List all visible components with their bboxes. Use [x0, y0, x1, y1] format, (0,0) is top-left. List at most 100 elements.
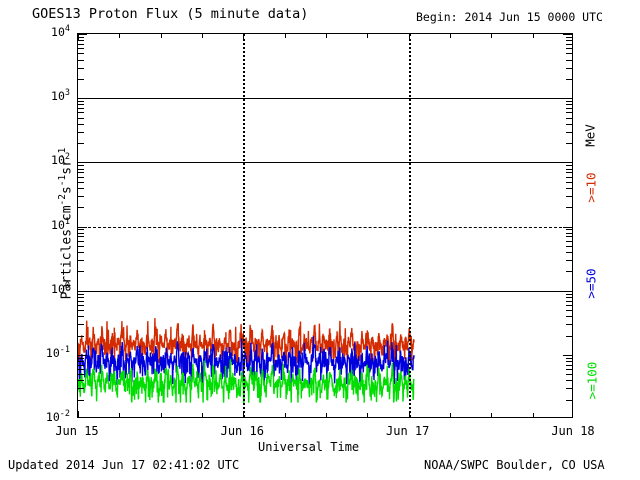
x-axis-tick	[243, 411, 245, 417]
y-axis-minor-tick	[566, 380, 572, 382]
x-axis-tick-label: Jun 16	[220, 424, 264, 438]
x-axis-minor-tick	[367, 34, 369, 38]
y-axis-minor-tick	[566, 252, 572, 253]
x-axis-tick-label: Jun 18	[551, 424, 595, 438]
y-axis-tick-label: 10-1	[45, 344, 70, 360]
y-axis-minor-tick	[78, 59, 84, 61]
x-axis-tick	[243, 34, 245, 40]
y-axis-minor-tick	[566, 240, 572, 242]
x-axis-minor-tick	[284, 34, 286, 38]
y-axis-tick-label: 102	[51, 152, 70, 168]
x-axis-minor-tick	[450, 413, 451, 417]
y-axis-minor-tick	[78, 399, 84, 401]
x-axis-minor-tick	[532, 34, 534, 38]
gridline-solid	[78, 290, 572, 292]
y-axis-tick-label: 101	[51, 216, 70, 232]
y-axis-minor-tick	[566, 112, 572, 114]
x-axis-minor-tick	[202, 413, 203, 417]
y-axis-minor-tick	[78, 304, 84, 306]
y-axis-minor-tick	[566, 181, 572, 183]
y-axis-minor-tick	[566, 101, 572, 103]
series-line-ge100	[78, 359, 415, 404]
y-axis-minor-tick	[78, 357, 84, 359]
y-axis-minor-tick	[566, 296, 572, 298]
y-axis-minor-tick	[566, 53, 572, 55]
y-axis-minor-tick	[78, 369, 84, 371]
y-axis-tick	[78, 226, 87, 228]
plot-area	[77, 33, 573, 418]
y-axis-minor-tick	[566, 176, 572, 178]
y-axis-tick	[563, 98, 572, 100]
x-axis-tick	[408, 34, 410, 40]
y-axis-minor-tick	[78, 207, 84, 209]
y-axis-minor-tick	[566, 364, 572, 366]
x-axis-minor-tick	[284, 413, 286, 417]
y-axis-minor-tick	[566, 293, 572, 295]
source-credit: NOAA/SWPC Boulder, CO USA	[424, 458, 605, 472]
series-line-ge50	[78, 336, 415, 385]
y-axis-minor-tick	[78, 260, 84, 262]
day-divider	[243, 34, 246, 417]
page-title: GOES13 Proton Flux (5 minute data)	[32, 6, 309, 22]
legend-ge100: >=100	[584, 361, 600, 400]
y-axis-minor-tick	[78, 131, 84, 133]
x-axis-tick	[78, 411, 79, 417]
y-axis-minor-tick	[78, 252, 84, 253]
y-axis-minor-tick	[566, 271, 572, 273]
legend-ge50: >=50	[583, 268, 599, 299]
y-axis-minor-tick	[78, 364, 84, 366]
y-axis-minor-tick	[78, 232, 84, 234]
y-axis-minor-tick	[78, 229, 84, 231]
y-axis-minor-tick	[566, 304, 572, 306]
y-axis-minor-tick	[78, 53, 84, 55]
x-axis-minor-tick	[160, 34, 162, 38]
y-axis-minor-tick	[78, 310, 84, 311]
y-axis-minor-tick	[566, 388, 572, 390]
y-axis-minor-tick	[566, 131, 572, 133]
y-axis-minor-tick	[566, 117, 572, 119]
legend-ge10: >=10	[583, 172, 599, 203]
y-axis-minor-tick	[566, 108, 572, 110]
y-axis-minor-tick	[566, 172, 572, 174]
y-axis-minor-tick	[78, 195, 84, 197]
y-axis-minor-tick	[566, 310, 572, 311]
x-axis-tick	[78, 34, 79, 40]
gridline-dashed	[78, 226, 572, 228]
y-axis-tick-label: 100	[51, 280, 70, 296]
x-axis-minor-tick	[119, 413, 121, 417]
y-axis-minor-tick	[78, 168, 84, 170]
x-axis-minor-tick	[160, 413, 162, 417]
y-axis-minor-tick	[78, 293, 84, 295]
y-axis-minor-tick	[566, 357, 572, 359]
y-axis-minor-tick	[566, 236, 572, 238]
y-axis-minor-tick	[78, 380, 84, 382]
y-axis-minor-tick	[566, 207, 572, 209]
y-axis-tick	[563, 354, 572, 356]
y-axis-tick	[563, 34, 572, 35]
begin-time-label: Begin: 2014 Jun 15 0000 UTC	[416, 10, 603, 24]
y-axis-minor-tick	[566, 48, 572, 50]
y-axis-minor-tick	[566, 104, 572, 106]
gridline-solid	[78, 162, 572, 164]
y-axis-minor-tick	[78, 316, 84, 318]
y-axis-minor-tick	[566, 187, 572, 189]
y-axis-minor-tick	[78, 67, 84, 69]
y-axis-tick	[78, 34, 87, 35]
y-axis-minor-tick	[78, 240, 84, 242]
y-axis-minor-tick	[78, 112, 84, 114]
y-axis-minor-tick	[566, 168, 572, 170]
updated-timestamp: Updated 2014 Jun 17 02:41:02 UTC	[8, 458, 240, 472]
y-axis-minor-tick	[566, 195, 572, 197]
y-axis-minor-tick	[566, 143, 572, 144]
y-axis-minor-tick	[78, 101, 84, 103]
y-axis-minor-tick	[78, 117, 84, 119]
y-axis-tick	[78, 354, 87, 356]
x-axis-title: Universal Time	[258, 440, 360, 454]
y-axis-minor-tick	[78, 176, 84, 178]
y-axis-minor-tick	[78, 78, 84, 80]
y-axis-minor-tick	[78, 271, 84, 273]
y-axis-minor-tick	[78, 236, 84, 238]
x-axis-minor-tick	[119, 34, 121, 38]
y-axis-minor-tick	[78, 165, 84, 167]
